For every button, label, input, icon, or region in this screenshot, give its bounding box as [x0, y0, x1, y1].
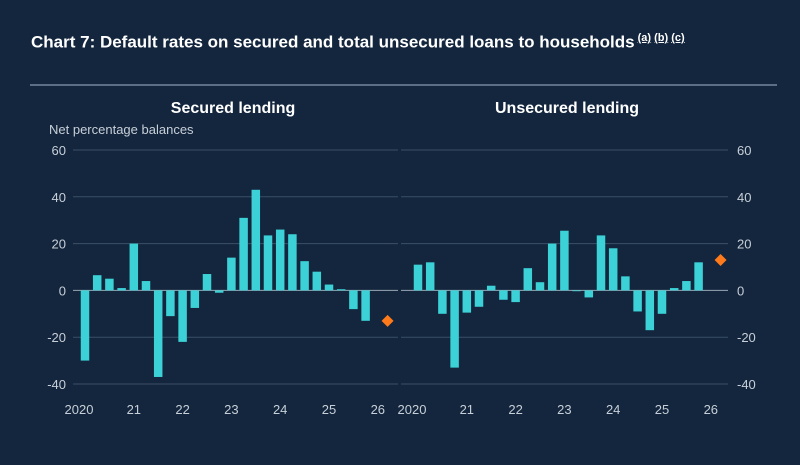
x-tick-label: 25 — [655, 402, 669, 417]
bar — [239, 217, 248, 291]
y-tick-label: 0 — [59, 283, 66, 298]
bar — [572, 290, 581, 292]
y-tick-label: -20 — [47, 330, 66, 345]
bar — [251, 189, 261, 291]
bar — [645, 290, 655, 331]
x-tick-label: 22 — [175, 402, 189, 417]
projection-marker — [381, 314, 394, 327]
bar — [300, 261, 309, 291]
bar — [560, 230, 569, 291]
x-tick-label: 24 — [273, 402, 287, 417]
bar — [336, 289, 346, 291]
footnote-c[interactable]: (c) — [671, 32, 685, 44]
x-tick-label: 25 — [322, 402, 336, 417]
bar — [523, 268, 533, 291]
panel-title-unsecured: Unsecured lending — [495, 100, 639, 117]
footnote-b[interactable]: (b) — [654, 32, 669, 44]
bar — [190, 290, 200, 308]
bar — [633, 290, 642, 312]
y-tick-label: 60 — [52, 143, 66, 158]
bar — [462, 290, 472, 313]
panel-title-secured: Secured lending — [171, 100, 295, 117]
y-tick-label: 20 — [737, 237, 751, 252]
bar — [511, 290, 520, 303]
footnote-a[interactable]: (a) — [637, 32, 652, 44]
projection-marker — [714, 253, 727, 266]
bar — [361, 290, 370, 321]
chart-title: Chart 7: Default rates on secured and to… — [31, 32, 685, 53]
x-tick-label: 26 — [371, 402, 385, 417]
bar — [117, 288, 126, 291]
bar — [80, 290, 90, 361]
bar — [474, 290, 484, 307]
grid-layer — [73, 149, 728, 385]
bar — [682, 281, 691, 291]
bar — [349, 290, 358, 310]
bar — [413, 264, 423, 291]
bar — [596, 235, 606, 291]
x-tick-label: 21 — [460, 402, 474, 417]
bar — [499, 290, 508, 300]
y-tick-label: 40 — [52, 190, 66, 205]
bar — [275, 229, 285, 291]
bar — [141, 281, 151, 291]
bar — [288, 234, 297, 291]
y-tick-label: -20 — [737, 330, 756, 345]
bar — [669, 288, 679, 291]
y-axis-label: Net percentage balances — [49, 122, 194, 137]
x-tick-label: 21 — [127, 402, 141, 417]
bar — [129, 243, 139, 291]
bar — [312, 271, 322, 291]
x-tick-label: 2020 — [65, 402, 94, 417]
bar — [202, 274, 212, 291]
bar — [263, 235, 273, 291]
bar — [486, 285, 496, 291]
y-tick-label: -40 — [737, 377, 756, 392]
bar — [621, 276, 630, 291]
y-tick-label: -40 — [47, 377, 66, 392]
bar — [608, 248, 618, 291]
bar — [324, 284, 334, 291]
chart-title-text: Chart 7: Default rates on secured and to… — [31, 32, 635, 52]
x-tick-label: 22 — [508, 402, 522, 417]
bars-layer — [80, 189, 727, 377]
x-tick-label: 23 — [557, 402, 571, 417]
bar — [153, 290, 163, 377]
bar — [178, 290, 187, 342]
x-tick-label: 26 — [704, 402, 718, 417]
bar — [547, 243, 557, 291]
y-tick-label: 0 — [737, 283, 744, 298]
x-tick-label: 2020 — [398, 402, 427, 417]
bar — [92, 275, 102, 291]
bar — [227, 257, 236, 291]
footnote-markers: (a) (b) (c) — [638, 32, 685, 44]
bar — [105, 278, 114, 291]
bar — [694, 262, 703, 291]
y-tick-label: 60 — [737, 143, 751, 158]
bar — [584, 290, 594, 298]
bar — [166, 290, 175, 317]
bar — [450, 290, 459, 368]
bar — [657, 290, 667, 314]
bar — [425, 262, 435, 291]
y-tick-label: 40 — [737, 190, 751, 205]
y-tick-label: 20 — [52, 237, 66, 252]
x-tick-label: 23 — [224, 402, 238, 417]
bar — [535, 282, 545, 291]
bar — [214, 290, 224, 293]
bar — [438, 290, 447, 314]
labels-layer: Secured lending Unsecured lending Net pe… — [47, 100, 756, 417]
x-tick-label: 24 — [606, 402, 620, 417]
title-divider — [30, 84, 777, 86]
